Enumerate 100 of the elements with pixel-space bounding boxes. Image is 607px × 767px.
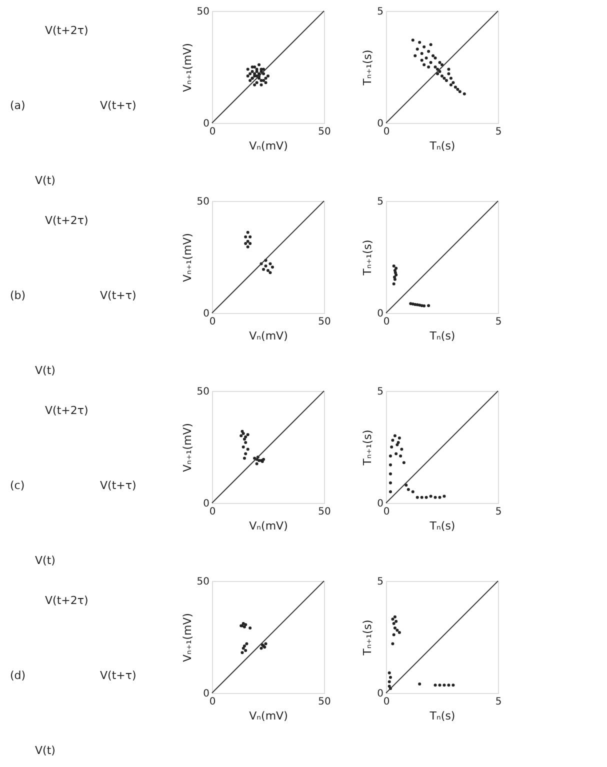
point bbox=[240, 651, 244, 654]
point bbox=[434, 66, 437, 68]
text: V(t+2τ) bbox=[45, 594, 88, 607]
point bbox=[427, 66, 430, 68]
point bbox=[406, 488, 410, 492]
point bbox=[393, 276, 396, 279]
text: V(t+2τ) bbox=[45, 24, 88, 37]
point bbox=[429, 61, 432, 64]
point bbox=[391, 438, 394, 442]
point bbox=[434, 496, 437, 499]
point bbox=[452, 81, 455, 84]
x-tick-label: 50 bbox=[318, 316, 331, 328]
text: V(t+τ) bbox=[100, 479, 136, 492]
point bbox=[434, 56, 437, 60]
point bbox=[242, 625, 246, 628]
point bbox=[248, 242, 252, 246]
point bbox=[462, 92, 466, 96]
point bbox=[416, 48, 419, 51]
text: V(t) bbox=[35, 744, 56, 757]
x-axis-title: Tₙ(s) bbox=[428, 710, 456, 722]
point bbox=[266, 268, 270, 272]
y-axis-title: Vₙ₊₁(mV) bbox=[180, 613, 194, 662]
point bbox=[420, 58, 424, 62]
point bbox=[394, 273, 398, 276]
y-axis-title: Tₙ₊₁(s) bbox=[361, 620, 374, 656]
point bbox=[244, 242, 248, 246]
point bbox=[264, 76, 268, 80]
y-axis-title: Tₙ₊₁(s) bbox=[361, 50, 374, 86]
point bbox=[262, 268, 266, 271]
point bbox=[242, 456, 246, 460]
point bbox=[442, 76, 446, 80]
x-tick-label: 50 bbox=[318, 506, 331, 518]
point bbox=[442, 684, 446, 687]
y-axis-title: Tₙ₊₁(s) bbox=[361, 430, 374, 466]
point bbox=[245, 642, 248, 646]
y-tick-label: 0 bbox=[377, 308, 384, 320]
point bbox=[246, 68, 250, 71]
point bbox=[260, 646, 263, 650]
point bbox=[442, 494, 446, 498]
point bbox=[255, 81, 258, 84]
point bbox=[388, 680, 391, 684]
point bbox=[248, 626, 252, 630]
point bbox=[447, 684, 450, 687]
y-tick-label: 50 bbox=[196, 196, 210, 208]
y-tick-label: 50 bbox=[196, 386, 210, 398]
point bbox=[424, 496, 428, 499]
point bbox=[424, 56, 428, 60]
x-axis-title: Vₙ(mV) bbox=[249, 520, 288, 532]
point bbox=[248, 78, 252, 82]
point bbox=[429, 494, 432, 498]
point bbox=[398, 631, 401, 634]
y-axis-title: Vₙ₊₁(mV) bbox=[180, 423, 194, 472]
x-axis-title: Vₙ(mV) bbox=[249, 330, 288, 342]
point bbox=[242, 646, 245, 650]
text: V(t+2τ) bbox=[45, 214, 88, 227]
x-axis-title: Tₙ(s) bbox=[428, 520, 456, 532]
y-tick-label: 0 bbox=[377, 498, 384, 510]
text: V(t) bbox=[35, 174, 56, 187]
point bbox=[391, 618, 394, 621]
point bbox=[262, 458, 266, 461]
point bbox=[393, 615, 396, 618]
text: (a) bbox=[10, 99, 26, 112]
point bbox=[253, 83, 256, 86]
point bbox=[390, 446, 394, 448]
point bbox=[427, 50, 430, 53]
x-tick-label: 5 bbox=[495, 696, 502, 708]
y-tick-label: 0 bbox=[377, 118, 384, 130]
point bbox=[422, 304, 426, 308]
text: V(t+τ) bbox=[100, 669, 136, 682]
point bbox=[454, 86, 457, 89]
point bbox=[253, 66, 256, 68]
text: V(t+τ) bbox=[100, 289, 136, 302]
point bbox=[264, 81, 268, 84]
point bbox=[398, 436, 401, 440]
point bbox=[418, 40, 422, 44]
y-tick-label: 50 bbox=[196, 576, 210, 588]
y-tick-label: 5 bbox=[377, 196, 384, 208]
point bbox=[244, 435, 248, 438]
text: V(t+2τ) bbox=[45, 404, 88, 417]
point bbox=[394, 620, 398, 623]
point bbox=[422, 63, 426, 66]
point bbox=[438, 684, 442, 687]
point bbox=[270, 266, 274, 269]
x-tick-label: 50 bbox=[318, 126, 331, 138]
point bbox=[393, 434, 396, 438]
point bbox=[258, 63, 261, 66]
point bbox=[388, 463, 392, 466]
point bbox=[402, 461, 406, 464]
point bbox=[246, 240, 250, 243]
point bbox=[388, 481, 392, 484]
point bbox=[449, 83, 452, 86]
point bbox=[392, 282, 396, 286]
y-tick-label: 0 bbox=[203, 118, 210, 130]
point bbox=[242, 438, 246, 441]
x-axis-title: Vₙ(mV) bbox=[249, 710, 288, 722]
x-tick-label: 5 bbox=[495, 316, 502, 328]
point bbox=[422, 45, 426, 48]
text: (c) bbox=[10, 479, 25, 492]
text: (b) bbox=[10, 289, 26, 302]
point bbox=[394, 271, 397, 274]
